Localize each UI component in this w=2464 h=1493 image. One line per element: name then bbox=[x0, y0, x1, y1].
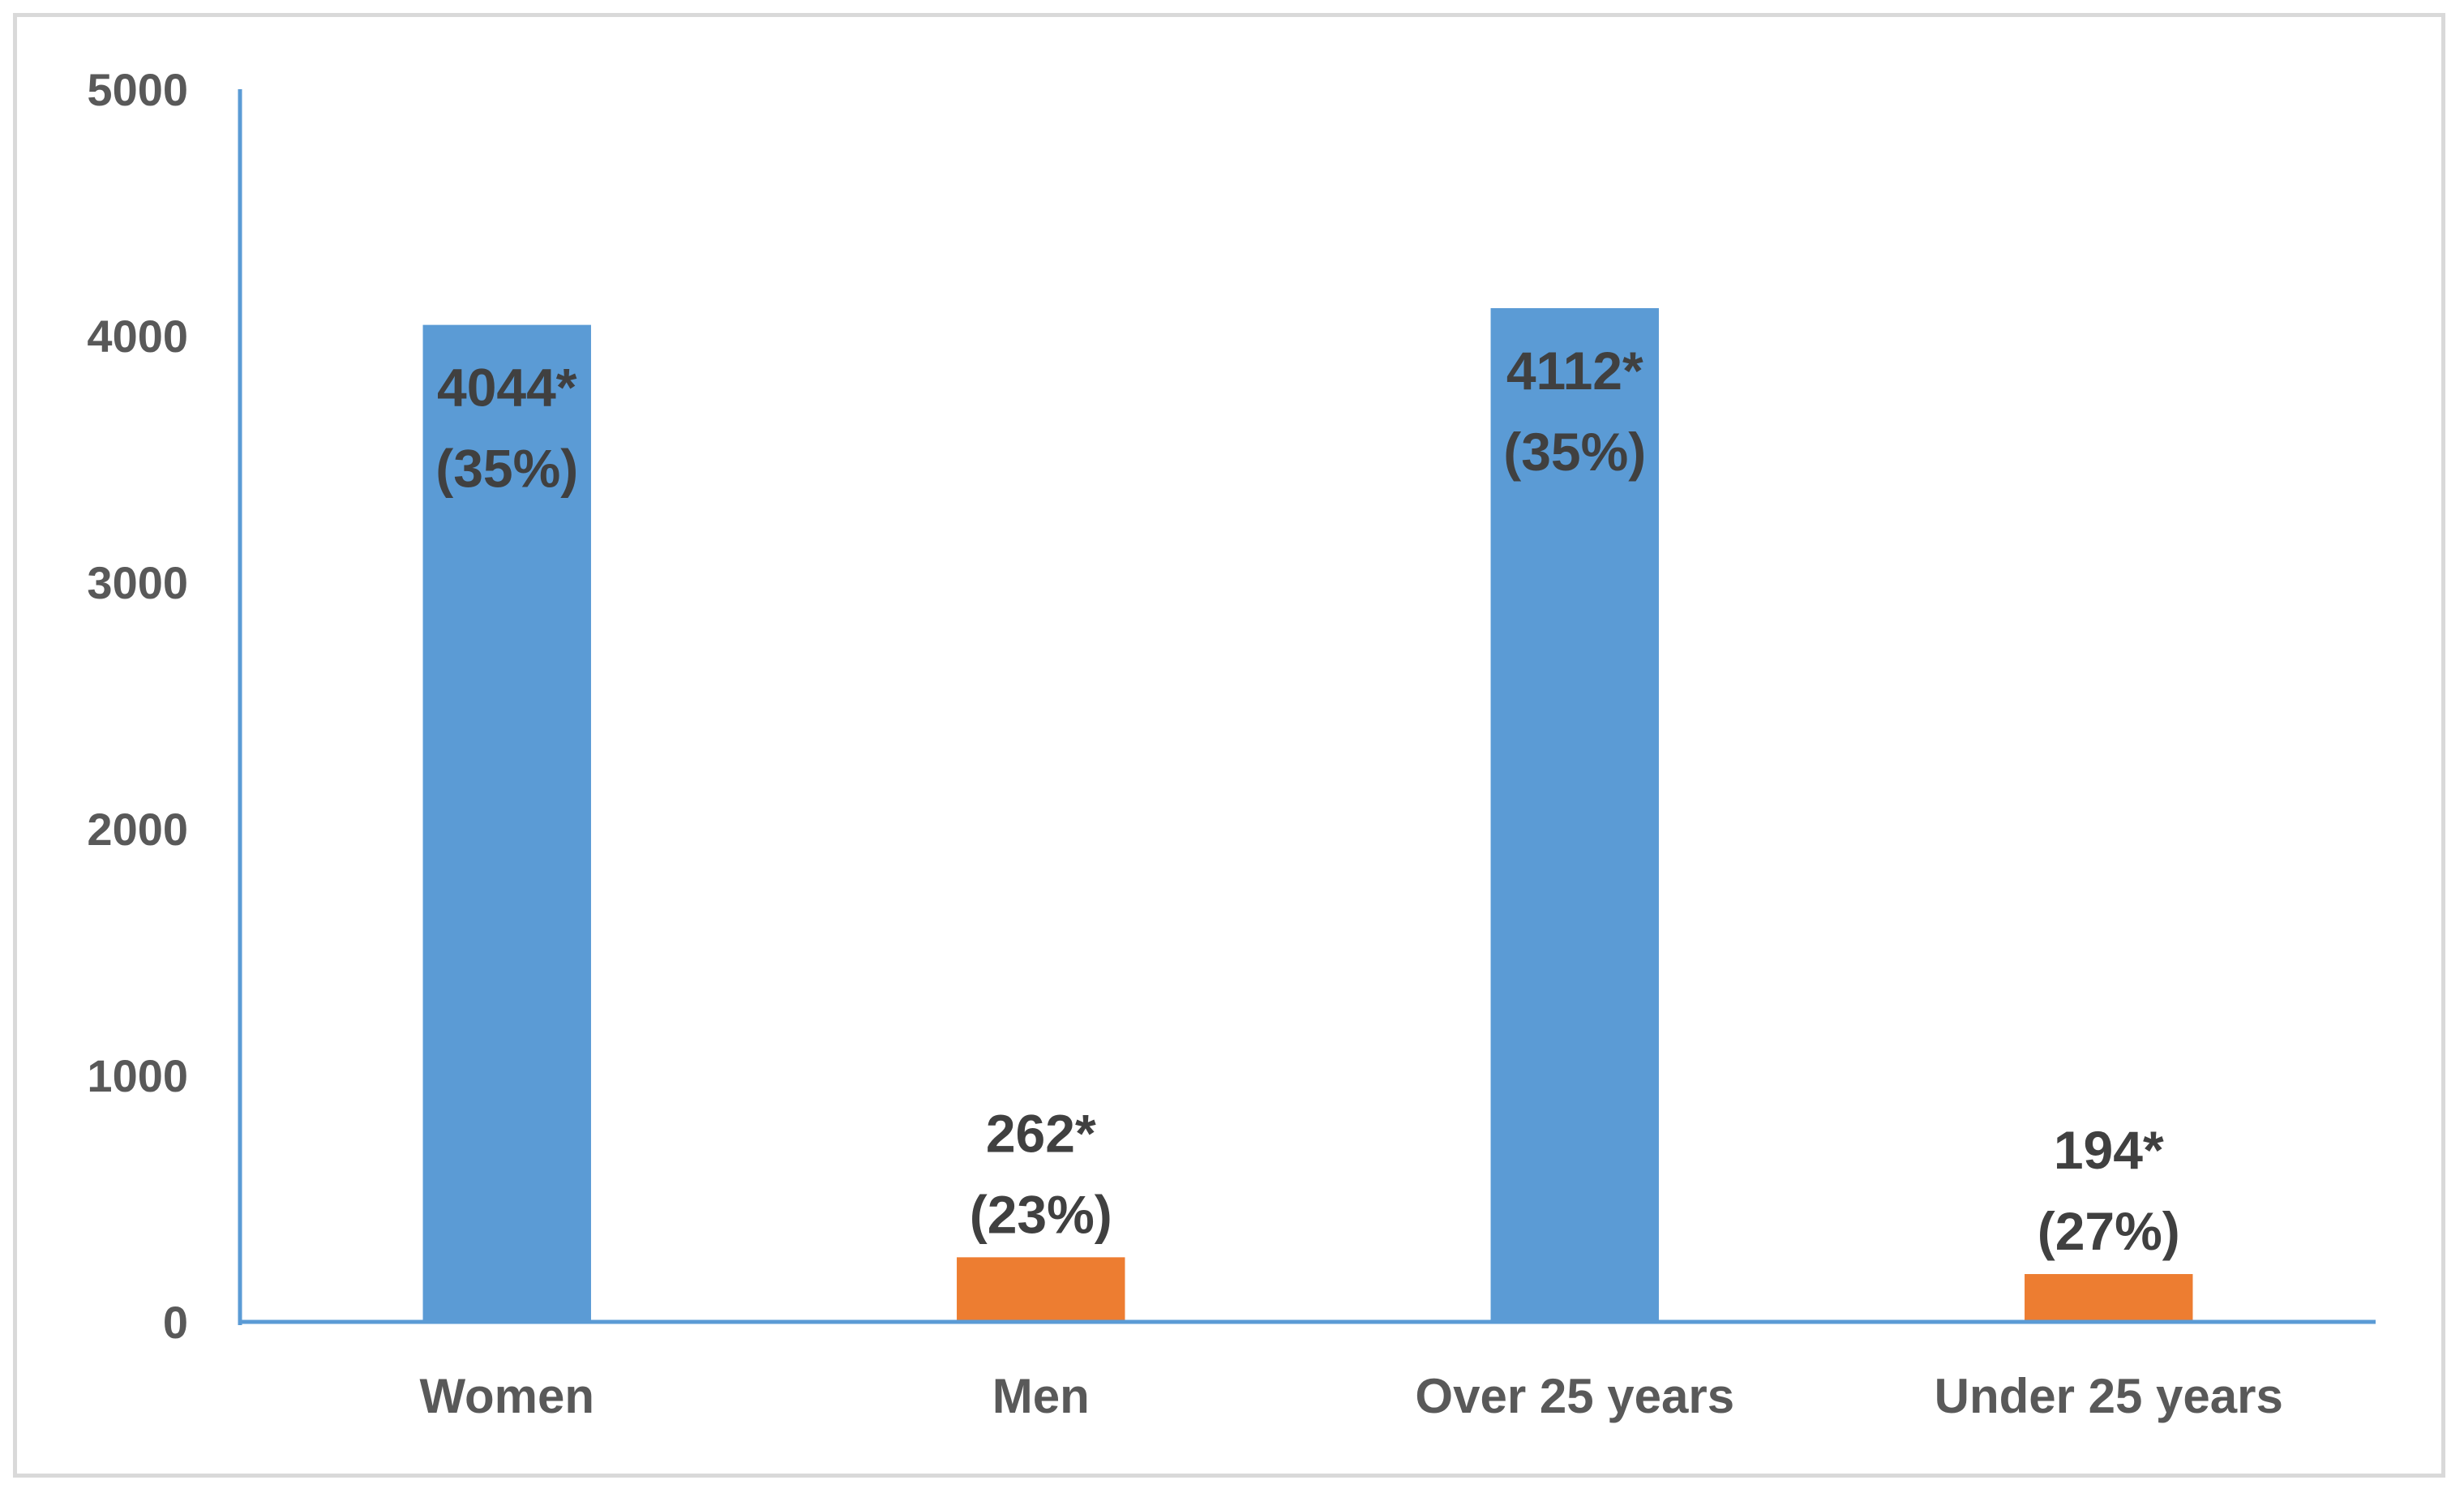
x-tick-label: Under 25 years bbox=[1935, 1369, 2283, 1423]
y-tick-label: 4000 bbox=[87, 311, 188, 362]
data-label-value: 194* bbox=[2054, 1120, 2164, 1180]
bars bbox=[422, 307, 2193, 1322]
x-axis: Women Men Over 25 years Under 25 years bbox=[238, 1319, 2376, 1423]
x-tick-label: Over 25 years bbox=[1415, 1369, 1734, 1423]
bar bbox=[422, 324, 591, 1322]
y-axis: 0 1000 2000 3000 4000 5000 bbox=[87, 64, 242, 1348]
data-labels: 4044* (35%) 262* (23%) 4112* (35%) 194* (27%) bbox=[435, 341, 2180, 1261]
data-label-percent: (35%) bbox=[1503, 422, 1646, 482]
data-label-percent: (23%) bbox=[970, 1184, 1112, 1244]
y-tick-label: 0 bbox=[163, 1297, 188, 1348]
y-tick-label: 1000 bbox=[87, 1050, 188, 1101]
chart-frame bbox=[13, 13, 2445, 1478]
data-label-value: 4112* bbox=[1506, 341, 1643, 401]
data-label-value: 4044* bbox=[437, 358, 577, 418]
data-label-percent: (35%) bbox=[435, 439, 578, 499]
x-tick-label: Women bbox=[419, 1369, 594, 1423]
bar bbox=[957, 1257, 1125, 1322]
bar bbox=[2025, 1274, 2193, 1322]
y-tick-label: 3000 bbox=[87, 557, 188, 608]
y-tick-label: 5000 bbox=[87, 64, 188, 115]
data-label-value: 262* bbox=[986, 1103, 1096, 1163]
bar bbox=[1490, 307, 1659, 1322]
y-tick-label: 2000 bbox=[87, 804, 188, 855]
x-tick-label: Men bbox=[992, 1369, 1090, 1423]
data-label-percent: (27%) bbox=[2038, 1201, 2180, 1261]
